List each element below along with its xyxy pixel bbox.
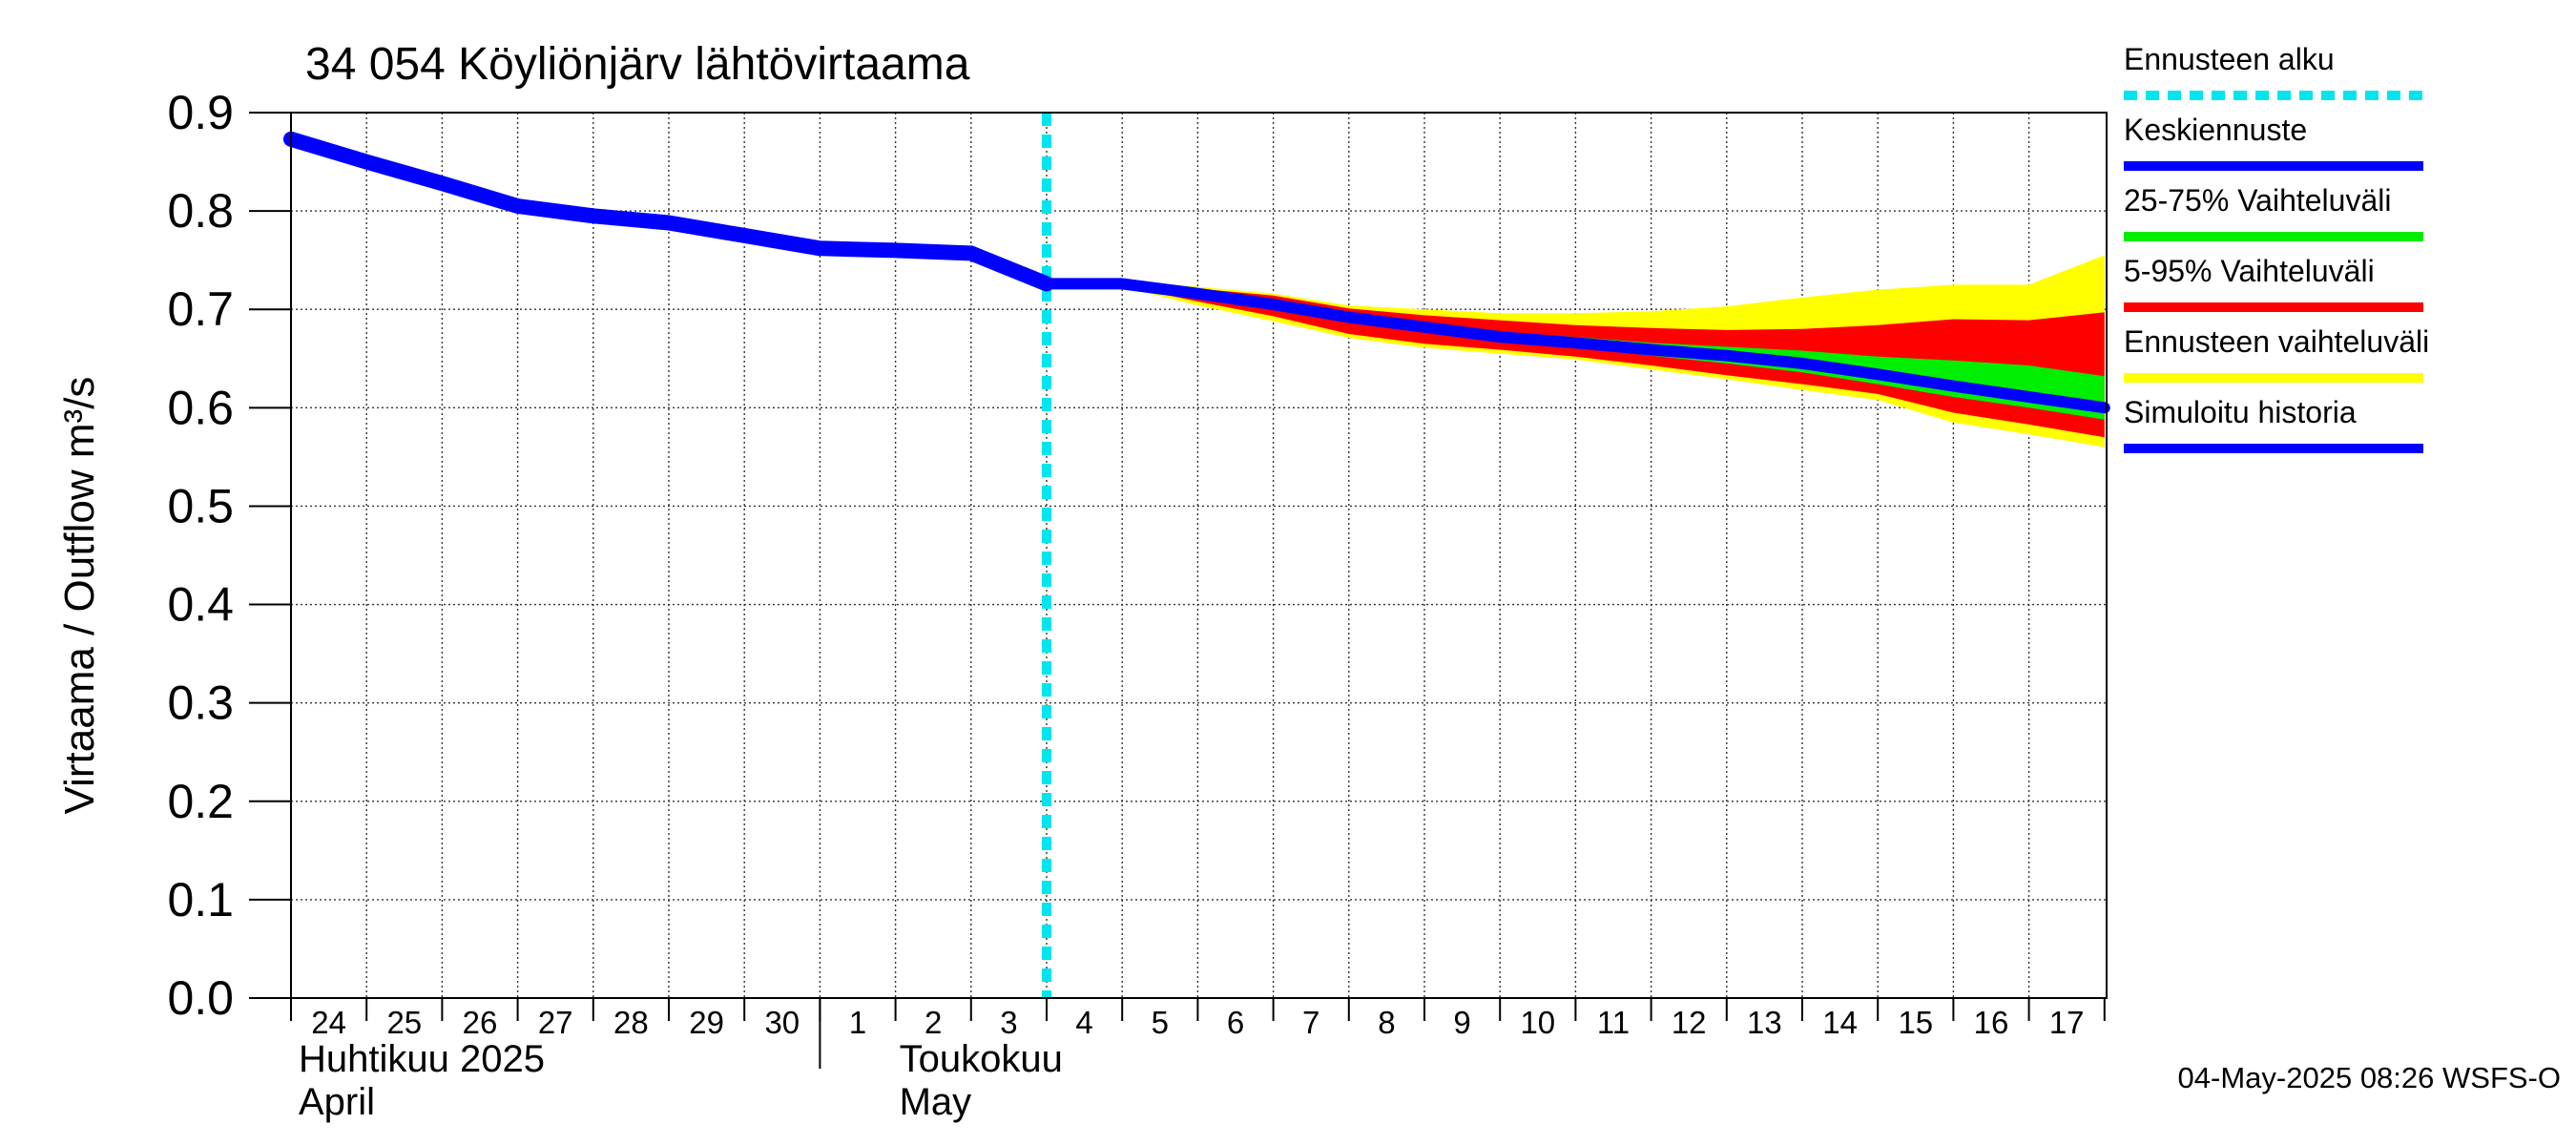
y-tick-label: 0.0 (167, 971, 234, 1025)
x-day-label: 4 (1075, 1005, 1092, 1040)
y-axis-label: Virtaama / Outflow m³/s (56, 377, 103, 815)
plot-border (290, 112, 2108, 999)
history-line (283, 131, 1054, 292)
x-day-label: 30 (764, 1005, 800, 1040)
x-day-label: 14 (1822, 1005, 1858, 1040)
x-day-label: 10 (1520, 1005, 1555, 1040)
x-day-label: 15 (1898, 1005, 1933, 1040)
x-day-label: 2 (924, 1005, 942, 1040)
x-day-label: 29 (689, 1005, 724, 1040)
x-day-label: 3 (1000, 1005, 1017, 1040)
legend-label: Simuloitu historia (2124, 395, 2357, 429)
x-day-label: 13 (1747, 1005, 1782, 1040)
x-day-label: 9 (1453, 1005, 1470, 1040)
y-tick-label: 0.1 (167, 873, 234, 926)
x-day-label: 8 (1378, 1005, 1395, 1040)
month-label-fi: Huhtikuu 2025 (299, 1038, 545, 1080)
x-day-label: 24 (311, 1005, 346, 1040)
x-day-label: 16 (1974, 1005, 2009, 1040)
y-tick-label: 0.8 (167, 184, 234, 238)
legend-label: Ennusteen alku (2124, 42, 2335, 76)
forecast-bands (1047, 255, 2105, 448)
y-tick-label: 0.3 (167, 677, 234, 730)
legend: Ennusteen alku Keskiennuste 25-75% Vaihtel… (2124, 42, 2429, 453)
plot-frame (290, 112, 2108, 999)
x-day-label: 5 (1152, 1005, 1169, 1040)
timestamp-footer: 04-May-2025 08:26 WSFS-O (2178, 1061, 2561, 1094)
y-axis: 0.0 0.1 0.2 0.3 0.4 0.5 0.6 0.7 0.8 0.9 (167, 86, 291, 1025)
y-tick-label: 0.4 (167, 578, 234, 632)
legend-label: 25-75% Vaihteluväli (2124, 183, 2391, 218)
y-tick-label: 0.9 (167, 86, 234, 139)
x-day-label: 12 (1672, 1005, 1707, 1040)
y-tick-label: 0.2 (167, 775, 234, 828)
median-forecast-line (1041, 278, 2110, 414)
x-day-label: 26 (463, 1005, 498, 1040)
band-5-95-vaihteluv-li (1047, 281, 2105, 438)
x-day-label: 25 (386, 1005, 422, 1040)
y-tick-label: 0.5 (167, 479, 234, 532)
legend-label: Ennusteen vaihteluväli (2124, 324, 2429, 359)
month-label-en: May (900, 1081, 972, 1123)
legend-label: Keskiennuste (2124, 113, 2307, 147)
x-day-label: 1 (849, 1005, 866, 1040)
y-tick-label: 0.6 (167, 381, 234, 434)
month-label-en: April (299, 1081, 375, 1123)
x-day-label: 11 (1597, 1005, 1630, 1040)
legend-label: 5-95% Vaihteluväli (2124, 254, 2375, 288)
x-day-label: 7 (1302, 1005, 1319, 1040)
month-label-fi: Toukokuu (900, 1038, 1063, 1080)
x-day-label: 6 (1227, 1005, 1244, 1040)
chart-title: 34 054 Köyliönjärv lähtövirtaama (305, 39, 970, 90)
x-day-label: 28 (613, 1005, 649, 1040)
x-axis: 24 25 26 27 28 29 30 1 2 3 4 5 6 7 8 9 10 11 12 13 14 15 16 17H… (290, 998, 2106, 1123)
x-day-label: 17 (2049, 1005, 2085, 1040)
series-lines (283, 113, 2110, 998)
y-tick-label: 0.7 (167, 282, 234, 336)
x-day-label: 27 (538, 1005, 573, 1040)
